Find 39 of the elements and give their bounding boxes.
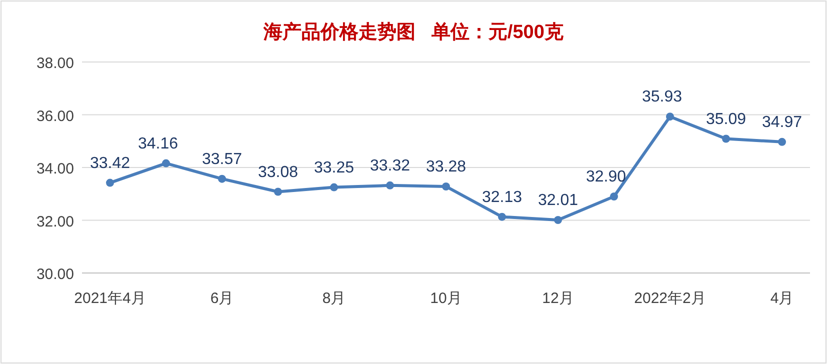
- x-tick-label: 4月: [770, 290, 794, 307]
- point: [274, 188, 282, 196]
- point: [442, 182, 450, 190]
- data-label: 32.90: [586, 168, 626, 186]
- point: [386, 181, 394, 190]
- data-label: 33.28: [426, 158, 466, 176]
- x-tick-label: 2022年2月: [634, 290, 706, 307]
- data-label: 33.42: [90, 154, 130, 172]
- point: [330, 183, 338, 192]
- data-label: 33.57: [202, 150, 242, 168]
- data-label: 35.09: [706, 110, 746, 128]
- point: [162, 159, 170, 168]
- point: [554, 216, 562, 224]
- x-tick-label: 12月: [542, 290, 574, 307]
- point: [666, 112, 674, 121]
- x-tick-label: 10月: [430, 290, 462, 307]
- data-label: 33.08: [258, 164, 298, 181]
- data-label: 33.25: [314, 159, 354, 176]
- y-tick-label: 38.00: [36, 55, 74, 72]
- data-label: 35.93: [642, 88, 682, 106]
- data-label: 32.13: [482, 188, 522, 206]
- data-label: 34.16: [138, 135, 178, 152]
- data-label: 34.97: [762, 114, 802, 131]
- y-tick-label: 34.00: [36, 160, 74, 178]
- x-tick-label: 8月: [322, 290, 346, 307]
- data-label: 32.01: [538, 192, 578, 209]
- y-tick-label: 36.00: [36, 108, 74, 125]
- chart-title: 海产品价格走势图 单位：元/500克: [262, 21, 564, 43]
- point: [106, 178, 114, 187]
- point: [610, 192, 618, 201]
- y-tick-label: 30.00: [36, 266, 74, 283]
- point: [498, 212, 506, 221]
- data-label: 33.32: [370, 157, 410, 174]
- point: [778, 138, 786, 146]
- y-tick-label: 32.00: [36, 213, 74, 230]
- x-tick-label: 6月: [210, 290, 234, 307]
- x-tick-label: 2021年4月: [74, 290, 146, 307]
- point: [722, 134, 730, 143]
- point: [218, 174, 226, 183]
